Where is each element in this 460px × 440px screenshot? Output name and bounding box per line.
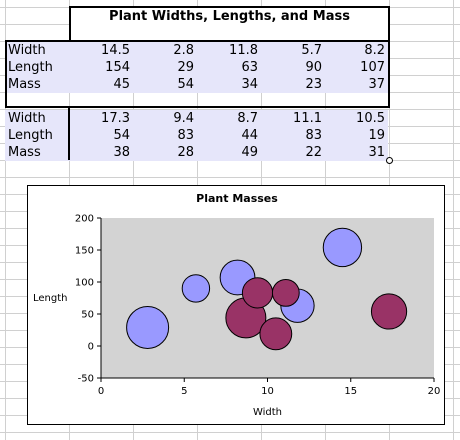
table-cell[interactable]: 2.8 [133,42,197,59]
table-title[interactable]: Plant Widths, Lengths, and Mass [70,7,389,41]
bubble-series2-point4 [271,278,300,307]
y-axis-label: Length [33,293,68,304]
x-tick-label: 10 [261,386,274,397]
y-tick-label: 150 [75,246,94,257]
row-label[interactable]: Length [5,59,69,76]
table-cell[interactable]: 8.2 [325,42,388,59]
table-cell[interactable]: 11.8 [197,42,261,59]
table-cell[interactable]: 29 [133,59,197,76]
chart-title: Plant Masses [196,192,278,205]
x-tick-label: 5 [181,386,187,397]
table-cell[interactable]: 19 [325,127,388,144]
table-cell[interactable]: 17.3 [69,110,133,127]
y-tick-label: 200 [75,214,94,225]
bubble-series1-point1 [322,227,363,268]
table-cell[interactable]: 154 [69,59,133,76]
y-tick-label: 0 [88,342,94,353]
table-cell[interactable]: 54 [133,76,197,93]
table-cell[interactable]: 31 [325,144,388,161]
row-label[interactable]: Mass [5,144,69,161]
x-tick-label: 15 [344,386,357,397]
table-cell[interactable]: 49 [197,144,261,161]
selection-handle[interactable] [386,157,393,164]
label-column-border [68,108,70,160]
x-tick-label: 20 [428,386,441,397]
table-cell[interactable]: 28 [133,144,197,161]
table-cell[interactable]: 23 [261,76,325,93]
bubble-series2-point2 [241,277,274,309]
table-cell[interactable]: 63 [197,59,261,76]
table-cell[interactable]: 5.7 [261,42,325,59]
x-axis-label: Width [253,407,282,418]
table-cell[interactable]: 107 [325,59,388,76]
bubble-series2-point1 [370,293,408,330]
table-border [5,40,390,108]
bubble-series1-point4 [181,274,211,303]
table-cell[interactable]: 37 [325,76,388,93]
bubble-series1-point2 [126,305,170,349]
row-label[interactable]: Mass [5,76,69,93]
table-cell[interactable]: 9.4 [133,110,197,127]
table-cell[interactable]: 44 [197,127,261,144]
table-cell[interactable]: 11.1 [261,110,325,127]
y-tick-label: 50 [81,310,94,321]
table-cell[interactable]: 54 [69,127,133,144]
row-label[interactable]: Width [5,42,69,59]
table-cell[interactable]: 22 [261,144,325,161]
row-label[interactable]: Width [5,110,69,127]
table-cell[interactable]: 14.5 [69,42,133,59]
table-cell[interactable]: 90 [261,59,325,76]
x-tick-label: 0 [98,386,104,397]
table-cell[interactable]: 83 [133,127,197,144]
table-cell[interactable]: 34 [197,76,261,93]
row-label[interactable]: Length [5,127,69,144]
chart-canvas: Plant Masses -50 0 50 100 150 200 0 5 10 15 20 Width… [33,192,441,418]
table-cell[interactable]: 8.7 [197,110,261,127]
y-tick-label: 100 [75,278,94,289]
table-cell[interactable]: 38 [69,144,133,161]
table-cell[interactable]: 83 [261,127,325,144]
bubble-chart[interactable]: Plant Masses -50 0 50 100 150 200 0 5 10 15 20 Width… [27,185,445,425]
y-tick-label: -50 [78,374,94,385]
title-border [69,6,390,42]
table-cell[interactable]: 10.5 [325,110,388,127]
block2-bottom-border [5,106,390,108]
bubble-series2-point5 [259,317,293,351]
table-cell[interactable]: 45 [69,76,133,93]
